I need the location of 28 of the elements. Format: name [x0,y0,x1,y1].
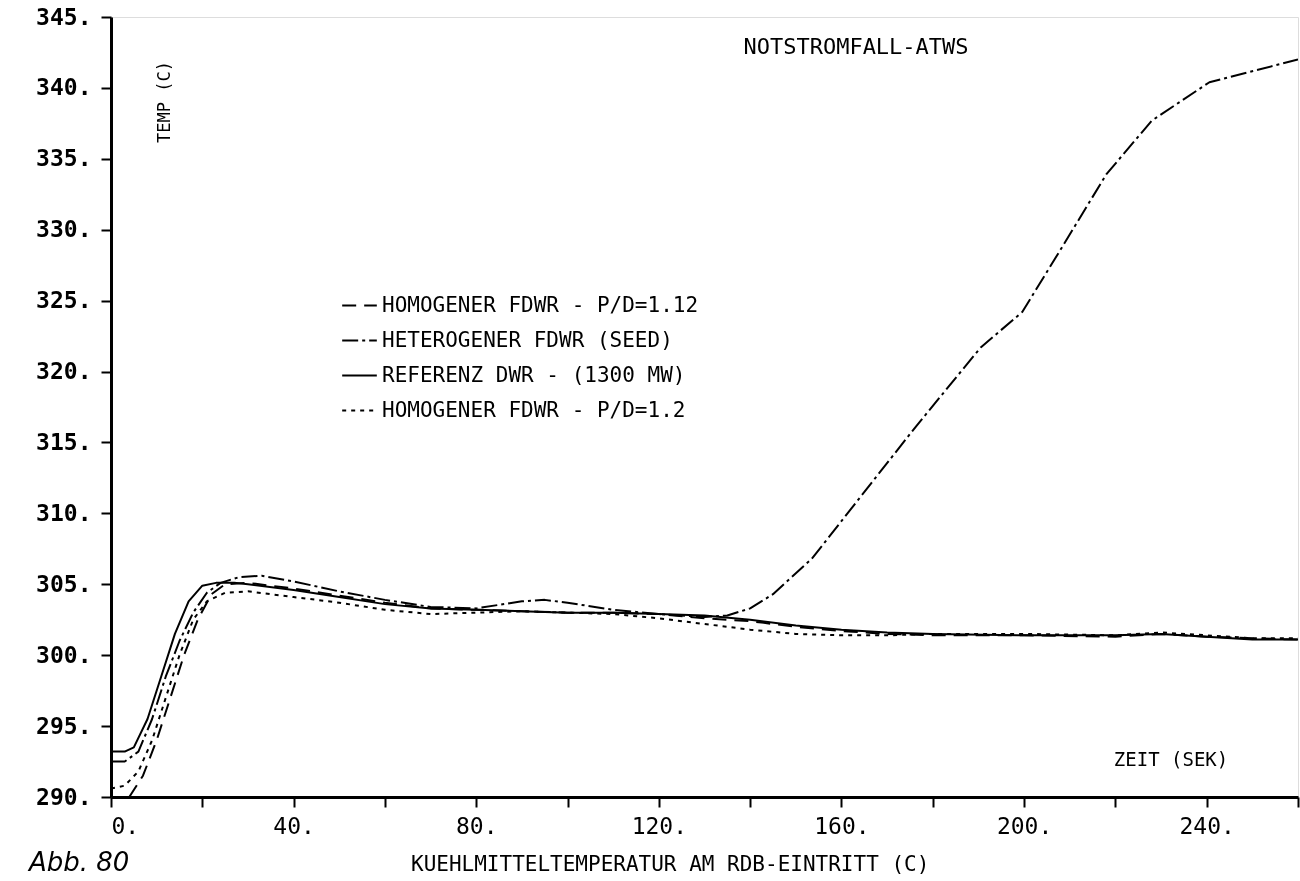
x-tick-label: 240. [1179,812,1235,839]
y-tick-label: 320. [36,358,92,385]
x-tick-label: 0. [111,812,140,839]
y-tick-label: 310. [36,499,92,526]
caption: Abb. 80 [27,847,130,877]
y-tick-label: 330. [36,216,92,243]
y-tick-label: 295. [36,712,92,739]
legend-label: HOMOGENER FDWR - P/D=1.2 [382,397,686,422]
y-tick-label: 315. [36,428,92,455]
y-tick-label: 290. [36,783,92,810]
x-tick-label: 40. [273,812,315,839]
x-tick-label: 160. [814,812,870,839]
x-axis-title: ZEIT (SEK) [1113,748,1229,770]
y-tick-label: 340. [36,74,92,101]
x-tick-label: 120. [631,812,688,839]
y-tick-label: 345. [36,3,92,30]
x-tick-label: 200. [996,812,1053,839]
text: KUEHLMITTELTEMPERATUR AM RDB-EINTRITT (C) [411,852,930,876]
legend-label: HETEROGENER FDWR (SEED) [382,327,673,352]
y-tick-label: 300. [36,641,92,668]
y-tick-label: 305. [36,570,92,597]
y-tick-label: 325. [36,287,92,314]
legend-label: REFERENZ DWR - (1300 MW) [382,362,686,387]
text: NOTSTROMFALL-ATWS [743,34,969,59]
legend-label: HOMOGENER FDWR - P/D=1.12 [382,292,699,317]
y-axis-title: TEMP (C) [154,61,174,143]
y-tick-label: 335. [36,145,92,172]
x-tick-label: 80. [455,812,498,839]
